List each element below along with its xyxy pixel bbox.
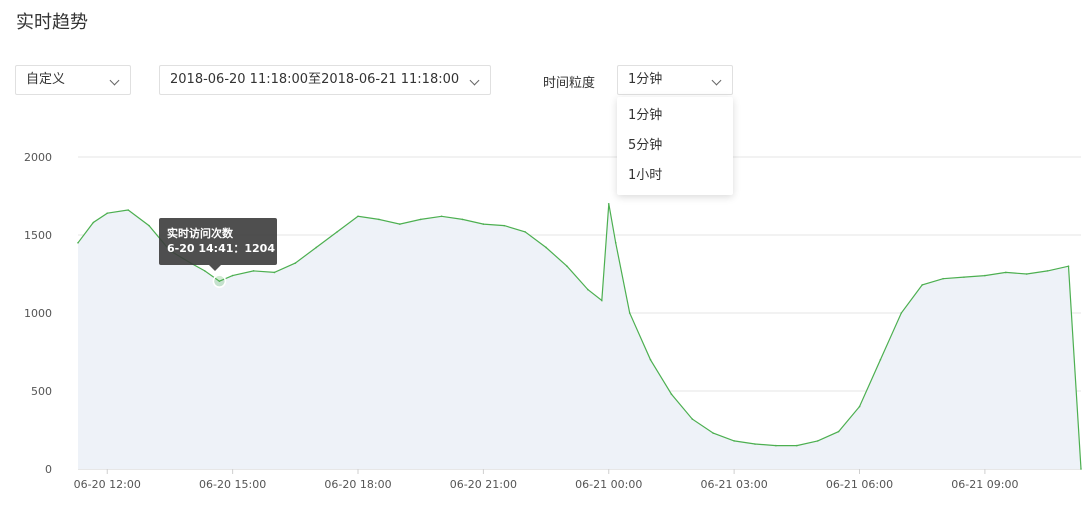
data-point — [231, 274, 234, 277]
data-point — [398, 223, 401, 225]
data-point — [796, 444, 798, 447]
data-point — [461, 218, 464, 221]
x-axis-ticks: 06-20 12:00 06-20 15:00 06-20 18:00 06-2… — [74, 478, 1019, 491]
data-point — [733, 440, 735, 442]
mode-select[interactable]: 自定义 — [15, 65, 131, 95]
data-point — [252, 270, 255, 272]
data-point — [482, 223, 485, 225]
data-point — [106, 212, 109, 214]
y-tick-label: 1500 — [24, 229, 52, 242]
data-point — [92, 221, 95, 224]
data-point — [315, 246, 318, 249]
data-point — [984, 274, 986, 277]
x-tick-label: 06-20 12:00 — [74, 478, 141, 491]
data-point — [294, 262, 297, 264]
data-point — [670, 393, 673, 395]
mode-select-value: 自定义 — [26, 72, 66, 87]
data-point — [524, 231, 526, 233]
data-point — [148, 224, 150, 227]
data-point — [1004, 271, 1007, 274]
hover-point[interactable] — [212, 274, 227, 288]
data-point — [1046, 270, 1049, 272]
y-tick-label: 500 — [31, 385, 52, 398]
data-point — [754, 443, 756, 445]
data-point — [712, 432, 715, 434]
data-point — [600, 299, 603, 302]
granularity-select[interactable]: 1分钟 — [617, 65, 733, 95]
data-point — [691, 418, 694, 420]
y-tick-label: 0 — [45, 463, 52, 476]
data-point — [775, 444, 777, 447]
granularity-dropdown: 1分钟 5分钟 1小时 — [617, 97, 733, 195]
data-point — [649, 359, 652, 361]
page-title: 实时趋势 — [16, 12, 88, 33]
data-point — [503, 224, 506, 227]
data-point — [1080, 468, 1082, 470]
granularity-select-value: 1分钟 — [628, 72, 663, 87]
data-point — [900, 312, 903, 314]
x-tick-label: 06-20 15:00 — [199, 478, 266, 491]
granularity-option-5min[interactable]: 5分钟 — [628, 138, 663, 153]
data-point — [587, 288, 589, 291]
data-point — [419, 218, 422, 221]
series-area — [78, 203, 1081, 470]
data-point — [357, 215, 359, 218]
y-axis-ticks: 0 500 1000 1500 2000 — [24, 151, 52, 476]
data-point — [378, 218, 380, 221]
granularity-option-1min[interactable]: 1分钟 — [628, 108, 663, 123]
date-range-select[interactable]: 2018-06-20 11:18:00至2018-06-21 11:18:00 — [159, 65, 491, 95]
data-point — [858, 405, 861, 408]
x-tick-label: 06-20 21:00 — [450, 478, 517, 491]
x-tick-label: 06-20 18:00 — [324, 478, 391, 491]
granularity-label: 时间粒度 — [543, 76, 596, 91]
y-tick-label: 1000 — [24, 307, 52, 320]
data-point — [127, 209, 129, 211]
data-point — [566, 265, 568, 268]
x-tick-label: 06-21 03:00 — [701, 478, 768, 491]
y-tick-label: 2000 — [24, 151, 52, 164]
data-point — [816, 440, 819, 442]
x-tick-label: 06-21 06:00 — [826, 478, 893, 491]
data-point — [545, 246, 547, 249]
date-range-value: 2018-06-20 11:18:00至2018-06-21 11:18:00 — [170, 72, 460, 87]
data-point — [77, 242, 79, 244]
data-point — [273, 271, 276, 274]
series-points — [77, 203, 1082, 470]
data-point — [963, 276, 965, 278]
data-point — [1067, 265, 1070, 268]
data-point — [942, 277, 944, 280]
data-point — [203, 270, 206, 272]
data-point — [607, 203, 610, 205]
data-point — [614, 242, 617, 244]
data-point — [628, 312, 631, 314]
chart-tooltip: 实时访问次数 6-20 14:41：1204 — [159, 218, 277, 271]
data-point — [921, 284, 923, 286]
data-point — [1025, 273, 1028, 275]
granularity-option-1hour[interactable]: 1小时 — [628, 168, 663, 183]
data-point — [218, 280, 221, 282]
x-tick-label: 06-21 09:00 — [951, 478, 1018, 491]
data-point — [879, 359, 882, 361]
data-point — [440, 215, 443, 218]
data-point — [336, 231, 338, 233]
data-point — [837, 430, 840, 433]
x-tick-label: 06-21 00:00 — [575, 478, 642, 491]
tooltip-value: 6-20 14:41：1204 — [167, 242, 275, 255]
tooltip-title: 实时访问次数 — [167, 227, 233, 240]
